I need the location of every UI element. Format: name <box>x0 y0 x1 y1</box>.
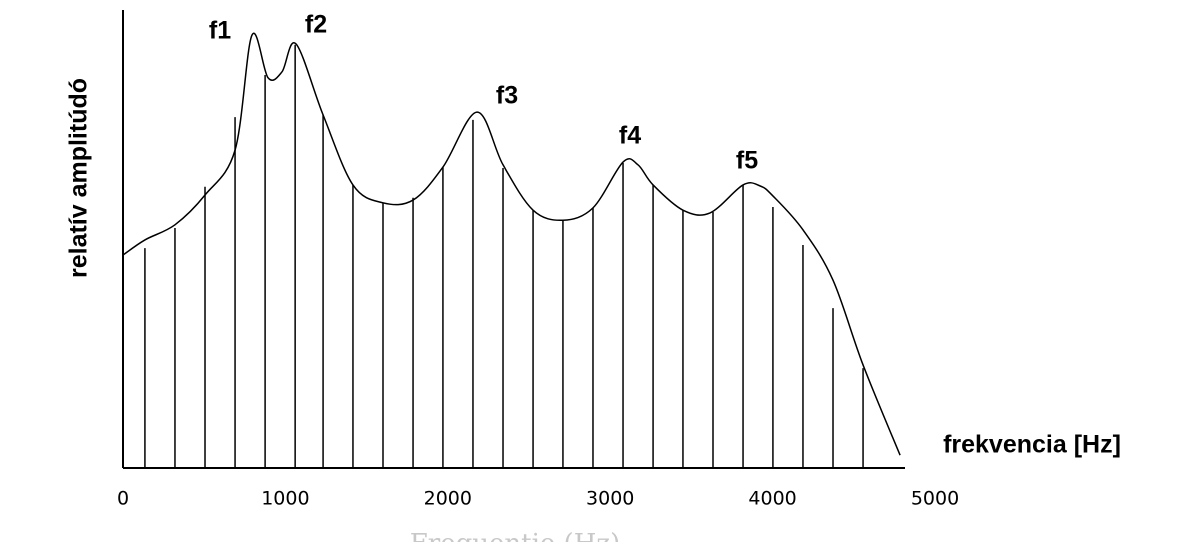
formant-label: f1 <box>209 17 231 45</box>
x-tick-label: 2000 <box>424 488 472 510</box>
faded-x-label: Frequentie (Hz) <box>410 529 620 542</box>
formant-label: f4 <box>619 122 641 150</box>
envelope-line <box>122 32 901 456</box>
x-tick-label: 0 <box>117 488 129 510</box>
x-tick-label: 1000 <box>261 488 309 510</box>
y-axis-label: relatív amplitúdó <box>65 78 93 278</box>
formant-label: f2 <box>305 11 327 39</box>
x-tick-label: 4000 <box>748 488 796 510</box>
x-axis-label: frekvencia [Hz] <box>943 431 1121 459</box>
x-tick-label: 3000 <box>586 488 634 510</box>
formant-label: f5 <box>736 147 758 175</box>
formant-label: f3 <box>496 82 518 110</box>
x-tick-label: 5000 <box>911 488 959 510</box>
